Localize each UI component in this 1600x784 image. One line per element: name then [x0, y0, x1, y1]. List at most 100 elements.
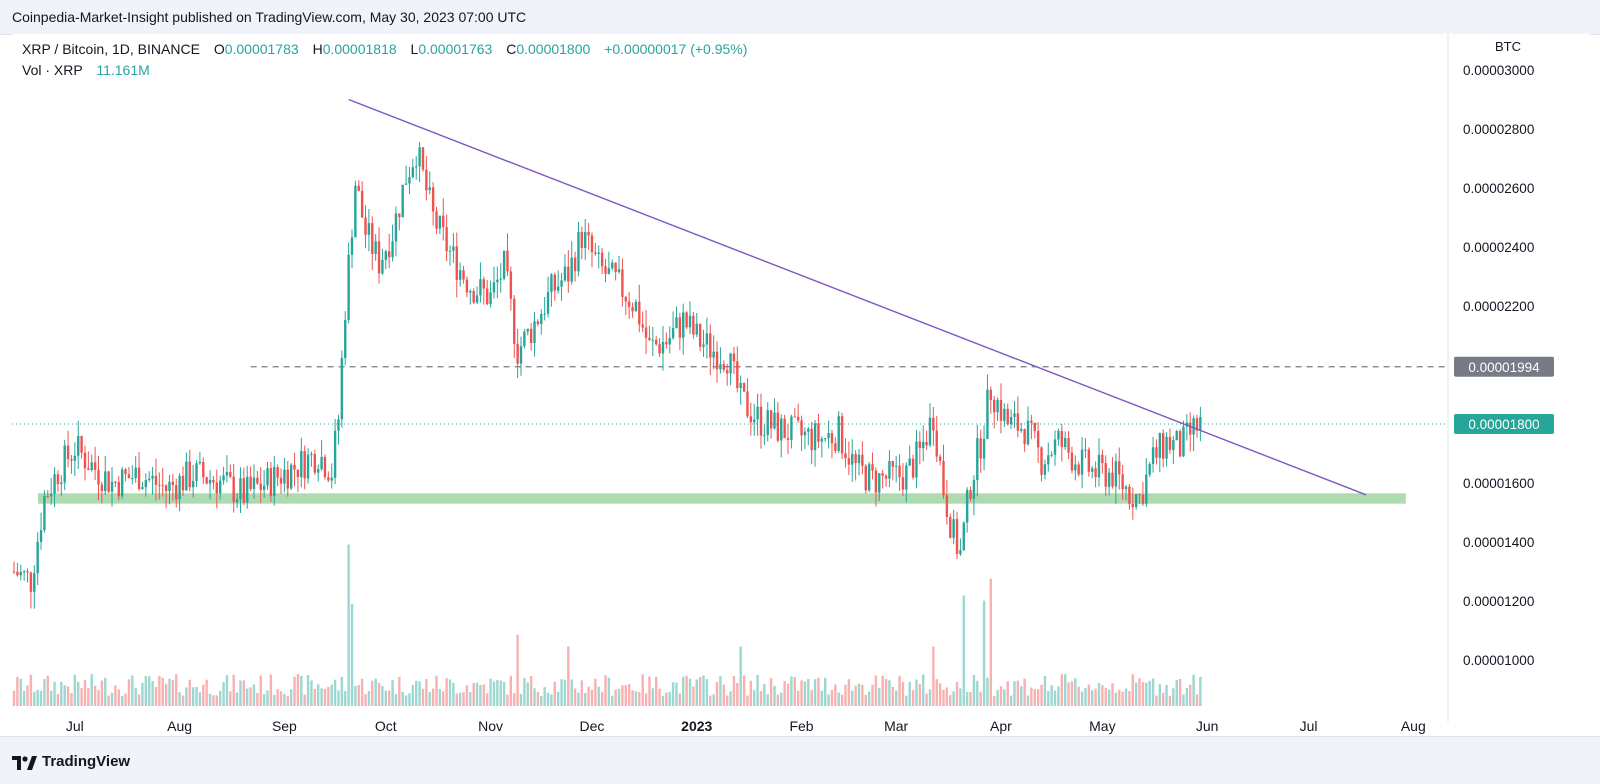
symbol-name[interactable]: XRP / Bitcoin, 1D, BINANCE [22, 41, 200, 57]
volume-bar [225, 675, 229, 706]
x-tick-label: May [1089, 718, 1115, 734]
volume-bar [1067, 682, 1070, 706]
volume-bar [215, 695, 218, 706]
candle [1128, 486, 1131, 504]
volume-bar [374, 678, 377, 706]
volume-bar [1036, 689, 1040, 706]
volume-bar [191, 687, 195, 706]
y-tick-label: 0.00001600 [1463, 476, 1534, 491]
candle [817, 423, 820, 442]
candle [959, 550, 962, 554]
volume-bar [107, 695, 110, 706]
candle [1033, 422, 1036, 432]
candle [141, 487, 144, 490]
candle [996, 399, 999, 413]
candle [60, 482, 63, 485]
volume-bar [955, 681, 959, 706]
volume-bar [1192, 674, 1195, 706]
volume-bar [489, 678, 492, 706]
volume-bar [438, 689, 442, 706]
volume-bar [827, 694, 830, 706]
x-tick-label: Jul [66, 718, 84, 734]
candle [276, 467, 279, 478]
volume-bar [793, 677, 796, 706]
candle [861, 454, 864, 466]
y-tick-label: 0.00002600 [1463, 181, 1534, 196]
candle [124, 469, 127, 475]
candle [611, 262, 614, 269]
candle [976, 438, 979, 481]
volume-bar [469, 692, 472, 706]
volume-bar [411, 685, 415, 706]
volume-bar [458, 692, 462, 706]
candle [617, 269, 621, 273]
candle [1178, 431, 1182, 457]
volume-bar [249, 687, 252, 706]
volume-bar [330, 684, 333, 706]
candle [340, 357, 344, 420]
candle [878, 473, 881, 493]
volume-bar [840, 694, 844, 706]
tradingview-logo-icon[interactable] [12, 755, 38, 771]
candle [36, 541, 39, 574]
candle [780, 418, 783, 441]
candle [262, 485, 266, 490]
candle [411, 167, 415, 178]
volume-bar [695, 679, 698, 706]
volume-bar [120, 695, 124, 706]
volume-bar [894, 690, 898, 706]
volume-bar [293, 676, 296, 706]
candle [597, 252, 600, 254]
candle [458, 270, 462, 280]
x-tick-label: Apr [990, 718, 1012, 734]
candle [1182, 426, 1185, 457]
tradingview-brand[interactable]: TradingView [42, 753, 131, 770]
price-label-text: 0.00001800 [1468, 417, 1539, 432]
volume-bar [989, 578, 993, 706]
candle [651, 339, 655, 341]
candle [19, 571, 22, 576]
volume-bar [543, 687, 546, 706]
volume-bar [465, 685, 469, 706]
volume-bar [563, 679, 567, 706]
candle [344, 319, 347, 358]
volume-bar [317, 684, 320, 706]
volume-bar [928, 689, 932, 706]
candle [117, 482, 120, 497]
volume-bar [398, 676, 401, 706]
volume-bar [925, 693, 928, 706]
volume-bar [1063, 674, 1067, 706]
volume-bar [759, 691, 763, 706]
candle [769, 410, 773, 429]
volume-bar [296, 674, 300, 706]
volume-bar [540, 695, 543, 706]
volume-bar [732, 676, 736, 706]
candle [1080, 449, 1084, 475]
volume-bar [168, 678, 171, 706]
volume-bar [884, 678, 888, 706]
candle [546, 292, 550, 314]
y-tick-label: 0.00002800 [1463, 122, 1534, 137]
volume-group [12, 544, 1202, 706]
volume-bar [861, 684, 864, 706]
volume-label[interactable]: Vol · XRP [22, 62, 83, 78]
candle [1084, 449, 1087, 451]
candle [844, 453, 847, 459]
candle [293, 464, 296, 470]
candle [398, 213, 401, 218]
volume-bar [594, 678, 597, 706]
candle [1057, 430, 1060, 440]
candle [709, 333, 712, 358]
candle [908, 458, 911, 466]
volume-bar [1020, 686, 1023, 706]
candle [854, 453, 857, 463]
candle [479, 279, 482, 296]
volume-bar [824, 677, 827, 706]
volume-bar [749, 680, 753, 706]
volume-bar [1118, 689, 1121, 706]
candle [1070, 452, 1074, 471]
volume-bar [857, 683, 861, 706]
volume-bar [97, 690, 100, 706]
candle [570, 257, 573, 282]
